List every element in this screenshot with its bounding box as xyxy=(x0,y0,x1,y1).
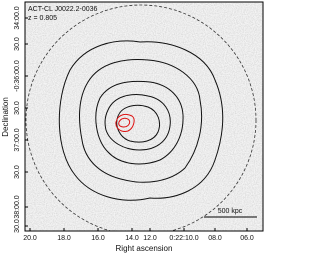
x-tick-label: 18.0 xyxy=(57,235,71,242)
x-axis-label: Right ascension xyxy=(116,244,173,253)
x-tick-label: 16.0 xyxy=(91,235,105,242)
aperture-circle xyxy=(25,4,257,231)
y-tick-label: 30.0 xyxy=(14,101,21,115)
redshift: z = 0.805 xyxy=(28,15,57,22)
x-tick-label: 14.0 xyxy=(125,235,139,242)
contour xyxy=(104,94,171,151)
y-axis-label: Declination xyxy=(1,97,10,137)
y-tick-label: 30.0 xyxy=(14,165,21,179)
sz-contour xyxy=(118,117,131,128)
x-tick-label: 0:22:10.0 xyxy=(169,235,198,242)
y-tick-label: 30.0 xyxy=(14,219,21,233)
cluster-name: ACT-CL J0022.2-0036 xyxy=(28,6,97,13)
sky-image: ACT-CL J0022.2-0036 z = 0.805 500 kpc Ri… xyxy=(1,1,264,253)
x-tick-label: 06.0 xyxy=(240,235,254,242)
scale-bar-label: 500 kpc xyxy=(218,208,243,215)
sz-contour xyxy=(115,113,135,132)
contour xyxy=(79,59,203,183)
contour xyxy=(95,80,184,165)
y-tick-label: 30.0 xyxy=(14,37,21,51)
y-tick-label: 34:00.0 xyxy=(14,6,21,29)
y-tick-label: -0:36:00.0 xyxy=(14,60,21,92)
x-tick-label: 08.0 xyxy=(208,235,222,242)
y-tick-label: 37:00.0 xyxy=(14,128,21,151)
x-tick-label: 20.0 xyxy=(23,235,37,242)
image-noise xyxy=(25,2,263,231)
x-tick-label: 12.0 xyxy=(143,235,157,242)
frame xyxy=(24,1,264,232)
contours xyxy=(25,4,257,231)
y-tick-label: 38:00.0 xyxy=(14,195,21,218)
contour xyxy=(58,40,224,201)
contour xyxy=(116,104,161,143)
